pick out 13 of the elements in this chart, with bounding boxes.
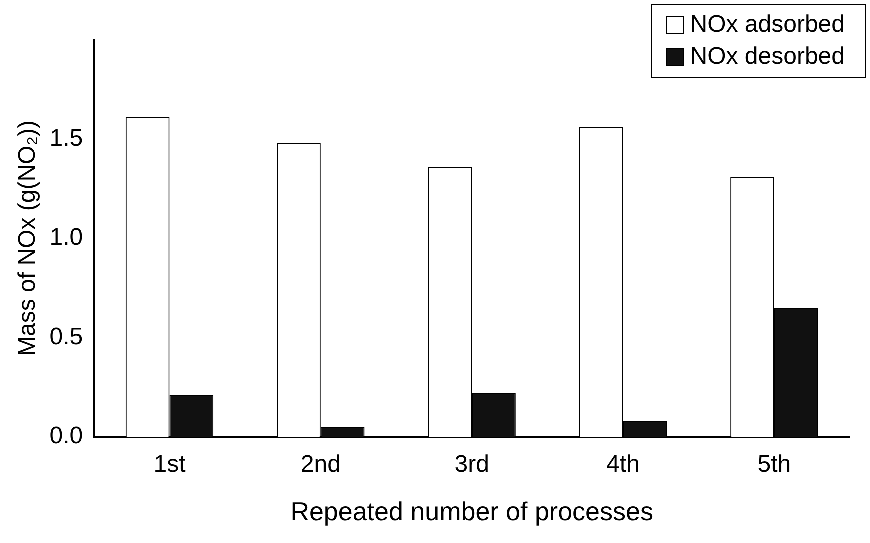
y-tick-label: 1.0 xyxy=(50,224,84,252)
y-tick-label: 0.5 xyxy=(50,323,84,350)
x-tick-label: 3rd xyxy=(454,451,490,478)
x-tick-label: 5th xyxy=(758,451,792,478)
x-axis-title: Repeated number of processes xyxy=(290,496,654,527)
legend-label: NOx desorbed xyxy=(690,42,845,72)
y-tick-label: 1.5 xyxy=(50,124,84,152)
y-axis-title: Mass of NOx (g(NO₂)) xyxy=(14,120,42,356)
legend-label: NOx adsorbed xyxy=(690,10,845,40)
x-tick-label: 1st xyxy=(154,451,186,478)
x-tick-label: 4th xyxy=(606,451,640,478)
y-tick-label: 0.0 xyxy=(50,422,84,450)
x-tick-label: 2nd xyxy=(300,451,341,478)
